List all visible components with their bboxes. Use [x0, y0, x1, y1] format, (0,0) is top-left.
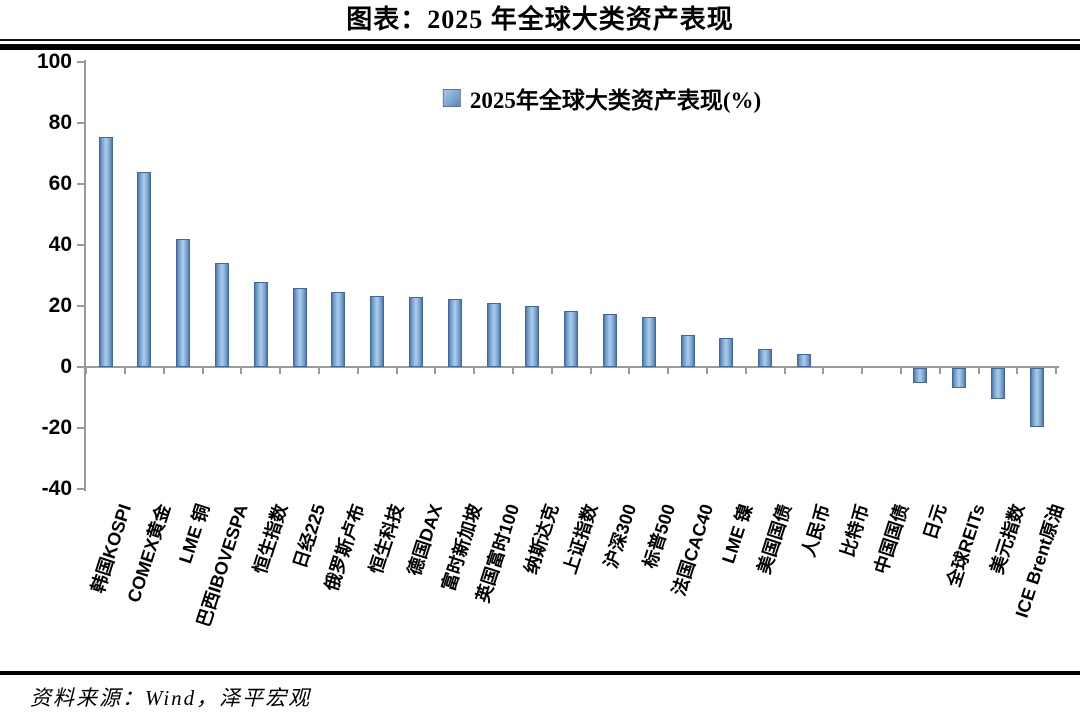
x-axis-tick: [628, 368, 631, 374]
x-axis-tick: [317, 368, 320, 374]
x-axis-label: 美元指数: [986, 501, 1028, 577]
bar: [176, 238, 191, 367]
bar: [719, 338, 734, 367]
bar: [952, 368, 967, 388]
x-axis-label: 人民币: [798, 501, 834, 560]
y-axis-tick: [77, 427, 85, 429]
x-axis-line: [84, 366, 1059, 368]
x-axis-tick: [783, 368, 786, 374]
x-axis-tick: [511, 368, 514, 374]
x-axis-tick: [550, 368, 553, 374]
x-axis-label: COMEX黄金: [123, 501, 175, 605]
x-axis-tick: [899, 368, 902, 374]
x-axis-tick: [201, 368, 204, 374]
chart-title: 图表：2025 年全球大类资产表现: [346, 5, 734, 34]
x-axis-label: 法国CAC40: [669, 501, 718, 599]
x-axis-label: 俄罗斯卢布: [321, 501, 369, 594]
x-axis-tick: [705, 368, 708, 374]
y-axis-tick-label: -20: [41, 416, 72, 439]
bar: [253, 282, 268, 367]
x-axis-label: 全球REITs: [943, 501, 990, 590]
x-axis-tick: [473, 368, 476, 374]
source-note: 资料来源：Wind，泽平宏观: [30, 686, 312, 710]
y-axis-tick: [77, 488, 85, 490]
y-axis-tick: [77, 366, 85, 368]
y-axis-tick: [77, 305, 85, 307]
y-axis-tick: [77, 183, 85, 185]
chart-legend: 2025年全球大类资产表现(%): [442, 81, 762, 115]
x-axis-label: 中国国债: [870, 501, 912, 577]
bar: [98, 136, 113, 367]
x-axis-tick: [667, 368, 670, 374]
x-axis-label: LME 铜: [175, 501, 214, 566]
y-axis-tick-label: 100: [36, 50, 72, 73]
x-axis-tick: [589, 368, 592, 374]
x-axis-tick: [822, 368, 825, 374]
bar: [602, 313, 617, 367]
x-axis-label: 恒生科技: [365, 501, 408, 577]
bar: [214, 263, 229, 367]
bar: [913, 368, 928, 384]
x-axis-label: 比特币: [837, 501, 873, 560]
x-axis-label: 日元: [920, 501, 951, 543]
x-axis-tick: [85, 368, 88, 374]
footer-divider: [0, 671, 1080, 675]
y-axis-tick: [77, 61, 85, 63]
bar: [564, 311, 579, 367]
bar: [447, 299, 462, 367]
x-axis-tick: [744, 368, 747, 374]
bar: [641, 317, 656, 367]
bar: [331, 292, 346, 367]
x-axis-tick: [434, 368, 437, 374]
y-axis-tick-label: 20: [48, 294, 72, 317]
bar: [525, 306, 540, 367]
x-axis-tick: [977, 368, 980, 374]
x-axis-tick: [123, 368, 126, 374]
x-axis-tick: [395, 368, 398, 374]
legend-label: 2025年全球大类资产表现(%): [469, 88, 762, 113]
bar: [1029, 368, 1044, 427]
y-axis-tick-label: 0: [60, 355, 72, 378]
x-axis-label: 纳斯达克: [521, 501, 563, 577]
x-axis-tick: [1055, 368, 1058, 374]
y-axis-tick: [77, 122, 85, 124]
y-axis-tick-label: -40: [41, 477, 72, 500]
x-axis-tick: [861, 368, 864, 374]
x-axis-label: 沪深300: [600, 501, 640, 571]
x-axis-label: 恒生指数: [249, 501, 291, 577]
title-divider-thick: [0, 44, 1080, 50]
x-axis-tick: [938, 368, 941, 374]
y-axis-tick: [77, 244, 85, 246]
y-axis-tick-label: 40: [48, 233, 72, 256]
y-axis-tick-label: 80: [48, 111, 72, 134]
x-axis-label: 上证指数: [559, 501, 602, 577]
bar: [370, 295, 385, 367]
bar: [796, 354, 811, 367]
x-axis-label: 日经225: [290, 501, 330, 571]
bar: [486, 302, 501, 367]
bar: [292, 288, 307, 367]
bar: [137, 171, 152, 367]
title-divider-thin: [0, 39, 1080, 41]
x-axis-tick: [1016, 368, 1019, 374]
bar: [990, 368, 1005, 399]
bar: [680, 334, 695, 367]
x-axis-label: 标普500: [639, 501, 679, 571]
x-axis-label: 德国DAX: [404, 501, 446, 579]
y-axis-tick-label: 60: [48, 172, 72, 195]
y-axis-line: [84, 60, 86, 491]
bar: [408, 297, 423, 367]
x-axis-label: LME 镍: [718, 501, 757, 566]
bar-chart: 2025年全球大类资产表现(%) 100 80 60 40 20 0 -20 -40 韩国KOS…: [0, 48, 1080, 670]
x-axis-label: 美国国债: [753, 501, 796, 577]
x-axis-tick: [356, 368, 359, 374]
x-axis-tick: [240, 368, 243, 374]
x-axis-tick: [279, 368, 282, 374]
bar: [758, 348, 773, 367]
x-axis-tick: [162, 368, 165, 374]
legend-swatch-icon: [442, 89, 461, 107]
